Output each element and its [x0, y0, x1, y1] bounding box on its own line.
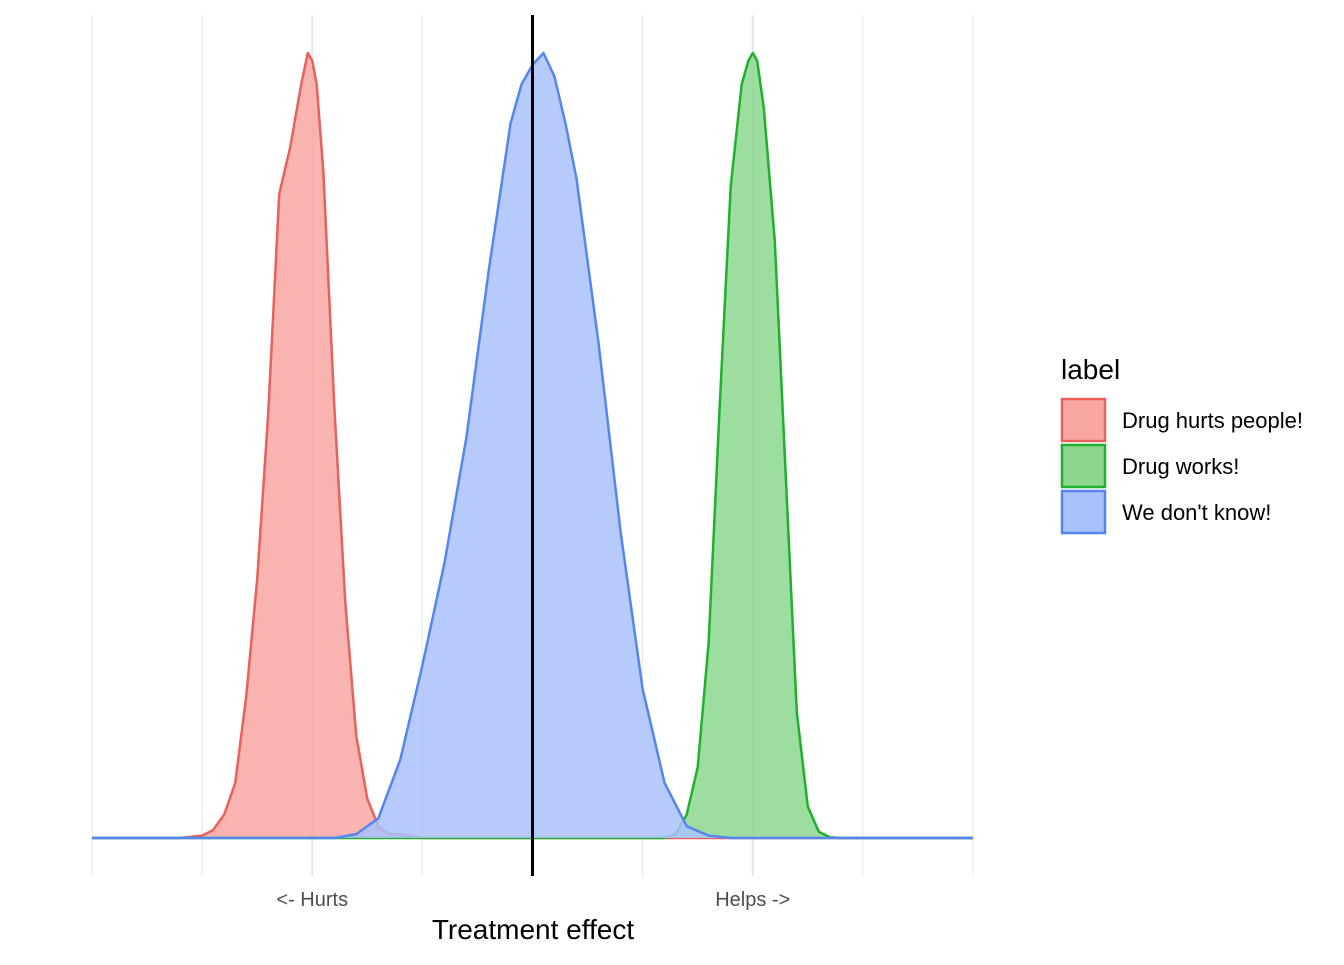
legend-title: label [1061, 354, 1120, 385]
density-area-drug-works [92, 53, 973, 838]
legend-key-0 [1060, 397, 1107, 443]
x-axis: <- Hurts Helps -> [276, 889, 790, 911]
legend-key-2 [1060, 489, 1107, 535]
legend-label-1: Drug works! [1122, 454, 1239, 479]
legend-key-1 [1060, 443, 1107, 489]
x-axis-title: Treatment effect [432, 914, 635, 945]
legend-label-2: We don't know! [1122, 500, 1271, 525]
legend: label Drug hurts people! Drug works! We do… [1060, 354, 1303, 535]
density-outline-we-don-t-know [92, 51, 973, 840]
x-tick-label-0: <- Hurts [276, 889, 348, 911]
legend-label-0: Drug hurts people! [1122, 408, 1303, 433]
density-area-drug-hurts-people [92, 53, 973, 838]
legend-items: Drug hurts people! Drug works! We don't kn… [1060, 397, 1303, 535]
x-tick-label-1: Helps -> [715, 889, 790, 911]
